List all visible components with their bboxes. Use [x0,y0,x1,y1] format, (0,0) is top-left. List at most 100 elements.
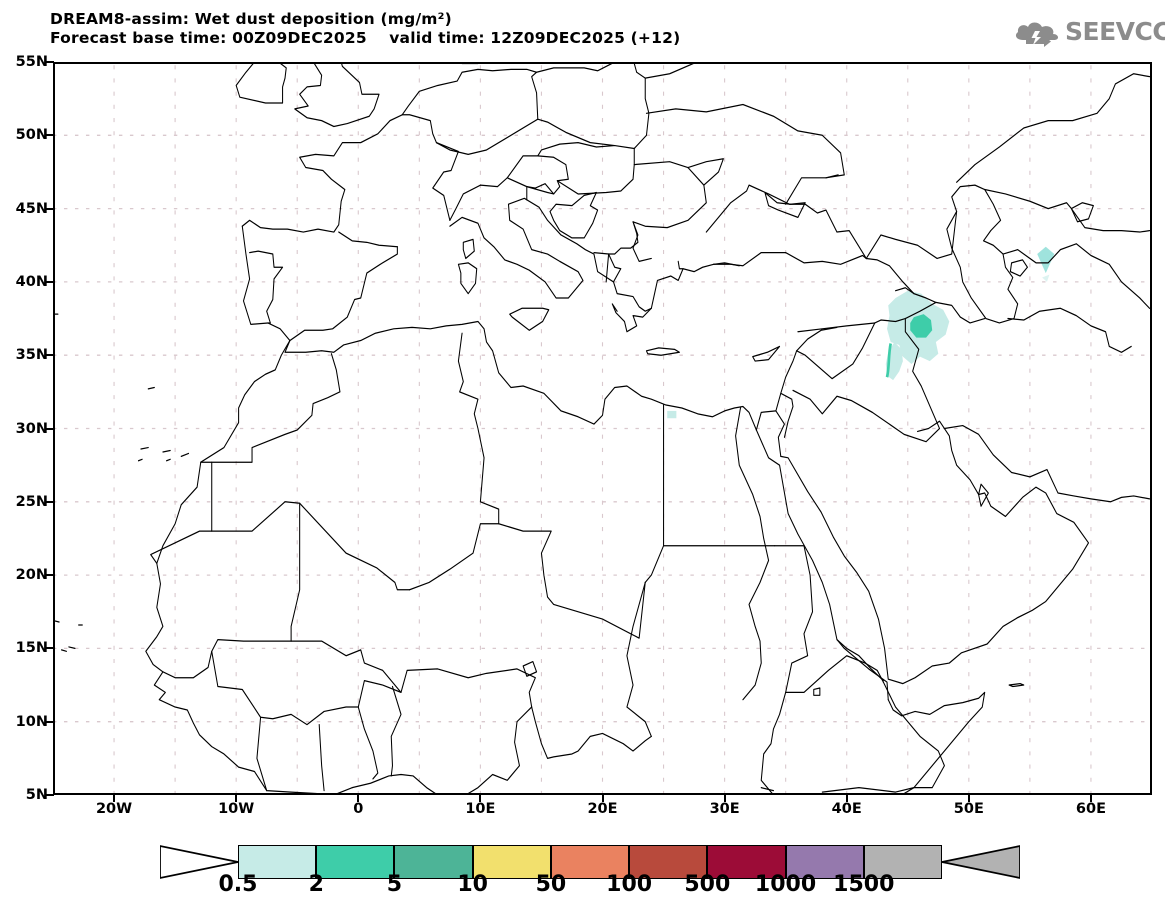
colorbar[interactable] [160,845,1020,879]
coast-africa-atlantic [145,339,353,795]
coast-kara-bogaz [1009,259,1028,277]
border-georgia-russia [865,210,958,260]
x-axis-label-20E: 20E [587,801,618,817]
border-turkmenistan-uzbekistan [1002,243,1151,309]
cape-verde-islands [53,619,83,652]
y-axis-label-30N: 30N [15,420,48,437]
border-spain-france [338,231,398,248]
border-guinea-coast-states [256,716,268,792]
x-axis-tick [357,794,360,802]
colorbar-tick-label-100: 100 [606,872,653,897]
cloud-arrow-icon [1015,22,1059,47]
coast-sardinia [457,262,478,295]
colorbar-tick-label-5: 5 [386,872,403,897]
colorbar-band-5[interactable] [394,845,473,879]
colorbar-band-1500[interactable] [863,845,942,879]
border-kazakhstan-uzbekistan [984,188,1151,233]
colorbar-tick-label-1500: 1500 [833,872,895,897]
border-algeria-libya [457,332,500,525]
dust-deposition-field [667,246,1055,419]
coast-africa-mediterranean [284,320,757,431]
y-axis-tick [46,720,54,723]
coast-ireland [235,62,287,104]
lake-tana [813,687,821,696]
y-axis-label-5N: 5N [25,787,48,803]
x-axis-label-30E: 30E [709,801,740,817]
coast-black-sea-north [705,184,867,260]
coast-caspian-sea [946,184,1019,324]
colorbar-band-50[interactable] [550,845,630,879]
coast-sicily [509,307,550,331]
border-greece-turkey [677,260,684,270]
coast-sinai-suez [755,410,785,457]
lake-victoria-hint [760,787,774,792]
colorbar-band-1000[interactable] [785,845,864,879]
logo-text: SEEVCCC [1065,17,1165,46]
socotra-island [1008,682,1025,688]
coast-iran-south [943,424,1151,503]
y-axis-label-25N: 25N [15,493,48,510]
colorbar-band-500[interactable] [707,845,786,879]
coast-qatar-bahrain [978,483,989,507]
border-alps-italy-austria [449,177,528,221]
y-axis-label-55N: 55N [15,54,48,70]
y-axis-tick [46,647,54,650]
x-axis-tick [235,794,238,802]
y-axis-tick [46,354,54,357]
coast-portugal-gibraltar [241,225,398,342]
border-ethiopia-somalia-2 [821,681,945,793]
border-serbia-bulgaria-greece [605,221,639,283]
border-western-sahara-mauritania [150,461,213,564]
y-axis-tick [46,61,54,63]
coast-italy [449,197,584,299]
colorbar-under-arrow [160,845,239,879]
y-axis-label-20N: 20N [15,567,48,584]
colorbar-tick-label-2: 2 [308,872,324,897]
colorbar-band-10[interactable] [472,845,551,879]
title-line-times: Forecast base time: 00Z09DEC2025 valid t… [50,29,681,47]
river-nile [735,407,770,701]
border-algeria-niger [409,523,500,591]
colorbar-tick-label-10: 10 [457,872,488,897]
x-axis-tick [479,794,482,802]
border-jordan-saudi-iraq [792,389,941,443]
map-outlines [53,62,1151,795]
island-crete [645,347,680,356]
y-axis-label-35N: 35N [15,347,48,364]
border-syria-iraq-turkey [796,301,986,380]
border-ethiopia-kenya-somalia [785,655,884,694]
y-axis-tick [46,500,54,503]
coast-adriatic-east [526,199,652,333]
border-caucasus [865,257,915,295]
x-axis-label-50E: 50E [953,801,984,817]
map-svg [53,62,1152,795]
x-axis-label-10W: 10W [218,801,255,817]
border-albania-macedonia [593,251,622,283]
coast-levant [775,326,838,412]
border-iran-turkmenistan [1007,307,1132,353]
madeira-island [147,386,155,390]
border-sudan-ethiopia [760,545,814,795]
seevccc-logo: SEEVCCC [1013,17,1165,52]
coast-red-sea-west [755,429,889,701]
y-axis-tick [46,574,54,577]
colorbar-band-2[interactable] [316,845,395,879]
coast-black-sea-south [713,251,867,267]
border-bosnia-croatia-serbia [549,191,599,239]
map-canvas[interactable] [53,62,1152,795]
colorbar-band-100[interactable] [629,845,708,879]
coast-iberia-france [241,114,403,233]
colorbar-band-0.5[interactable] [238,845,317,879]
y-axis-tick [46,207,54,210]
colorbar-tick-label-50: 50 [535,872,567,897]
border-morocco-algeria [200,353,341,463]
colorbar-tick-label-1000: 1000 [754,872,817,897]
plume-core-iran [910,314,933,338]
colorbar-tick-label-0.5: 0.5 [218,872,258,897]
border-niger-nigeria-chad [400,668,536,708]
border-ghana-togo-benin [357,706,379,780]
border-libya-chad-niger [498,523,646,639]
y-axis-label-50N: 50N [15,127,48,144]
coast-great-britain [294,62,380,128]
